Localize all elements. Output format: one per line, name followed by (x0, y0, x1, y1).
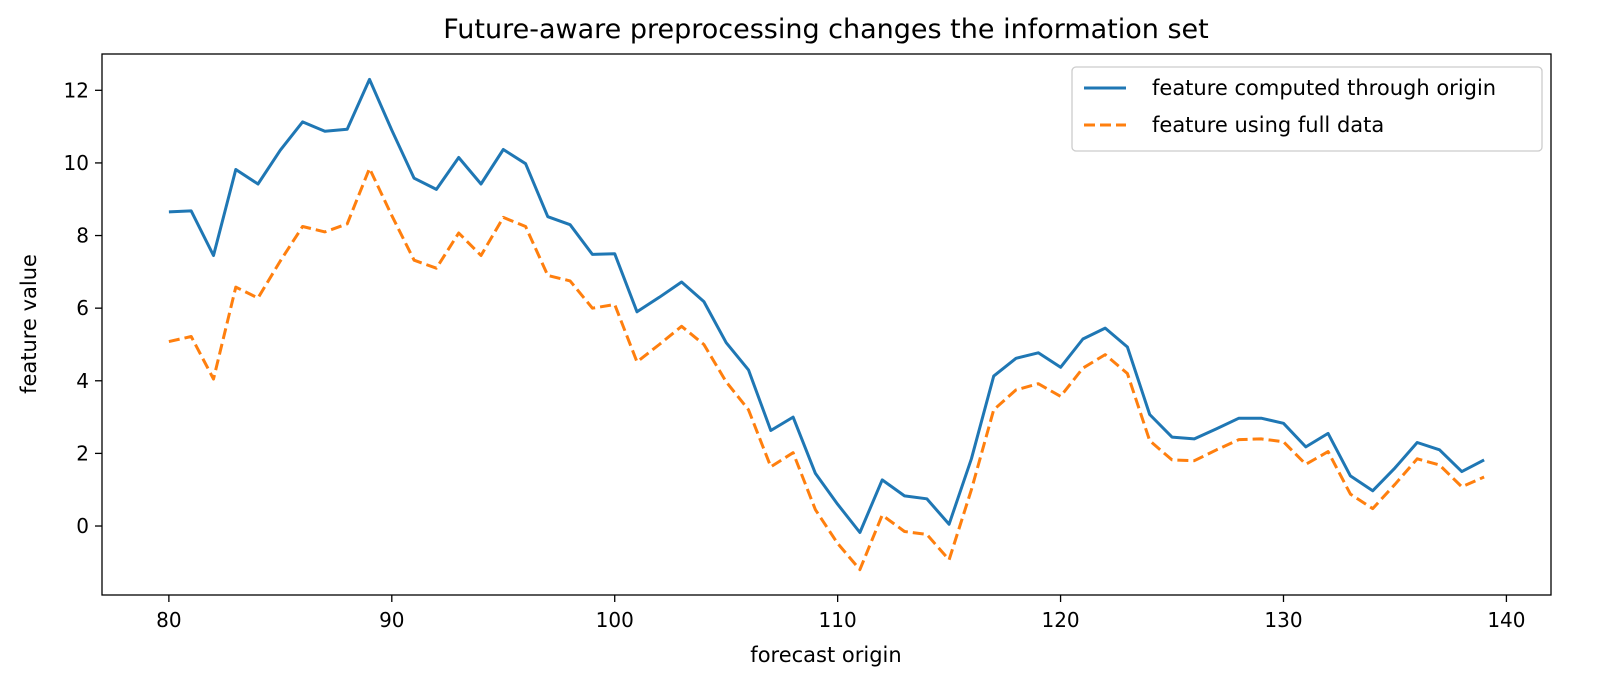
x-tick-label: 140 (1487, 608, 1525, 632)
chart-title: Future-aware preprocessing changes the i… (443, 14, 1209, 45)
x-tick-label: 120 (1041, 608, 1079, 632)
legend-box (1071, 66, 1543, 152)
series-line-1 (168, 77, 1485, 534)
x-axis: 80 90 100 110 120 130 140 (156, 595, 1526, 632)
y-tick-label: 12 (64, 78, 89, 102)
x-axis-label: forecast origin (750, 643, 901, 667)
y-axis-label: feature value (17, 254, 41, 394)
y-tick-label: 8 (76, 224, 89, 248)
y-tick-label: 4 (76, 369, 89, 393)
x-tick-label: 130 (1264, 608, 1302, 632)
y-tick-label: 2 (76, 441, 89, 465)
y-tick-label: 6 (76, 296, 89, 320)
y-axis: 0 2 4 6 8 10 12 (64, 78, 102, 538)
legend-label-1: feature computed through origin (1152, 76, 1496, 100)
y-tick-label: 0 (76, 514, 89, 538)
plot-frame (101, 53, 1552, 596)
x-tick-label: 100 (596, 608, 634, 632)
legend-label-2: feature using full data (1152, 113, 1384, 137)
series-layer (168, 77, 1485, 572)
x-tick-label: 90 (379, 608, 404, 632)
y-tick-label: 10 (64, 151, 89, 175)
series-line-2 (168, 166, 1485, 572)
x-tick-label: 80 (156, 608, 181, 632)
x-tick-label: 110 (819, 608, 857, 632)
legend: feature computed through origin feature u… (1071, 66, 1543, 152)
